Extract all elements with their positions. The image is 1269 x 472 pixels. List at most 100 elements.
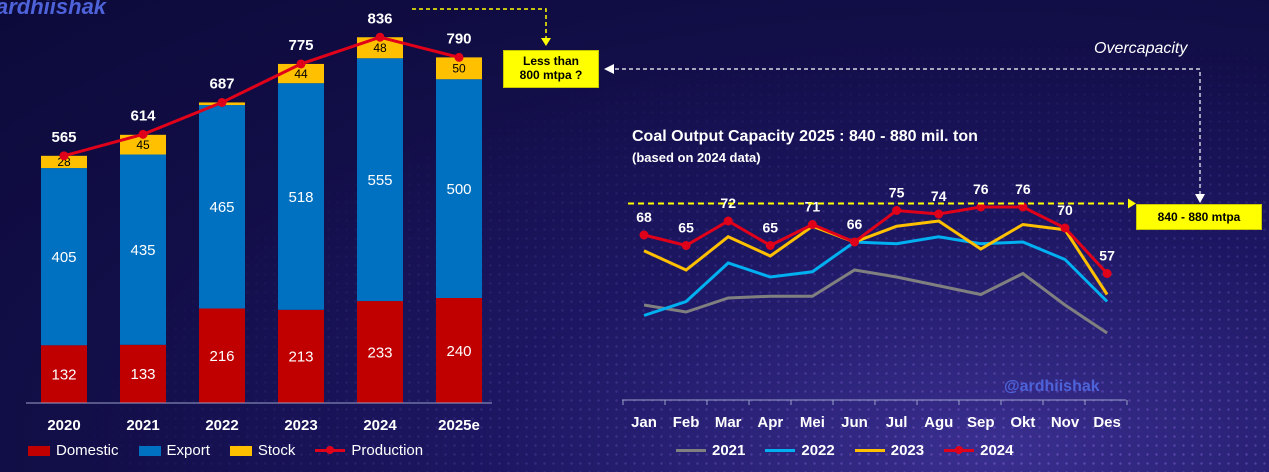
bar-domestic-2024	[357, 301, 403, 403]
x-tick-2021: 2021	[126, 417, 159, 434]
bar-label-stock-2025e: 50	[452, 62, 466, 76]
series-2024-point-Des	[1102, 269, 1112, 278]
bar-label-export-2020: 405	[51, 249, 76, 266]
month-tick-Feb: Feb	[673, 414, 700, 431]
bar-domestic-2022	[199, 308, 245, 403]
capacity-title: Coal Output Capacity 2025 : 840 - 880 mi…	[632, 128, 978, 145]
month-tick-Apr: Apr	[757, 414, 783, 431]
legend-2023: 2023	[854, 442, 925, 459]
month-tick-Nov: Nov	[1051, 414, 1080, 431]
bar-export-2025e	[436, 79, 482, 298]
series-2024-point-Okt	[1018, 202, 1028, 212]
legend-stock-label: Stock	[257, 442, 296, 459]
month-tick-Des: Des	[1093, 414, 1121, 431]
legend-2024: 2024	[944, 442, 1014, 459]
bar-label-domestic-2025e: 240	[446, 343, 471, 360]
month-tick-Jan: Jan	[631, 414, 657, 431]
bar-domestic-2020	[41, 345, 87, 403]
legend-2024-label: 2024	[980, 442, 1014, 459]
legend-domestic-label: Domestic	[56, 442, 119, 459]
bar-label-export-2024: 555	[367, 172, 392, 189]
x-tick-2025e: 2025e	[438, 417, 480, 434]
legend-2022: 2022	[765, 442, 835, 459]
bar-label-domestic-2024: 233	[367, 344, 392, 361]
bar-label-export-2022: 465	[209, 199, 234, 216]
series-2024-point-Jul	[892, 206, 902, 215]
series-2024-label-Des: 57	[1099, 248, 1115, 264]
month-tick-Mei: Mei	[800, 414, 825, 431]
production-label-2023: 775	[288, 37, 313, 54]
capacity-subtitle: (based on 2024 data)	[632, 150, 761, 165]
production-point-2020	[59, 151, 69, 161]
production-label-2021: 614	[130, 107, 156, 124]
month-tick-Sep: Sep	[967, 414, 995, 431]
callout-less-than: Less than 800 mtpa ?	[503, 50, 599, 88]
less-than-connector-arrow	[541, 38, 551, 46]
bar-label-stock-2024: 48	[373, 41, 387, 55]
series-2024-point-Agu	[934, 209, 944, 219]
overcapacity-arrow-down	[1195, 194, 1205, 203]
legend-domestic: Domestic	[28, 442, 119, 459]
production-point-2023	[296, 59, 306, 69]
bar-label-export-2023: 518	[288, 189, 313, 206]
legend-2021: 2021	[676, 442, 745, 459]
production-label-2022: 687	[209, 75, 234, 92]
legend-2021-label: 2021	[712, 442, 746, 459]
production-label-2025e: 790	[446, 30, 471, 47]
series-2024-label-Feb: 65	[678, 220, 694, 236]
series-2024-label-Jul: 75	[889, 185, 905, 201]
watermark-right: @ardhiishak	[1004, 378, 1100, 395]
bar-label-export-2025e: 500	[446, 181, 471, 198]
series-2024-point-Apr	[765, 241, 775, 250]
line-chart-legend: 2021 2022 2023 2024	[676, 442, 1034, 459]
bar-label-domestic-2022: 216	[209, 348, 234, 365]
legend-production-swatch	[315, 446, 346, 454]
month-tick-Mar: Mar	[715, 414, 742, 431]
legend-2023-swatch	[854, 449, 885, 452]
watermark-top: ardhiishak	[0, 0, 107, 19]
legend-2023-label: 2023	[890, 442, 925, 459]
legend-2021-swatch	[676, 449, 706, 452]
bar-export-2021	[120, 154, 166, 345]
bar-chart-legend: Domestic Export Stock Production	[28, 442, 443, 459]
series-2024-label-Mei: 71	[805, 199, 821, 215]
less-than-connector	[412, 8, 547, 40]
series-line-2022	[643, 235, 1109, 317]
production-point-2024	[375, 32, 385, 42]
bar-label-domestic-2021: 133	[130, 366, 155, 383]
legend-export: Export	[138, 442, 210, 459]
bar-domestic-2025e	[436, 298, 482, 403]
series-2024-point-Mei	[807, 220, 817, 229]
series-2024-label-Agu: 74	[931, 188, 947, 204]
legend-stock: Stock	[229, 442, 296, 459]
series-2024-point-Mar	[723, 216, 733, 226]
series-2024-label-Okt: 76	[1015, 181, 1031, 197]
bar-domestic-2023	[278, 309, 324, 403]
overcapacity-label: Overcapacity	[1094, 40, 1188, 57]
bar-stock-2025e	[436, 57, 482, 80]
x-tick-2023: 2023	[284, 417, 317, 434]
series-2024-point-Sep	[976, 202, 986, 212]
bar-label-domestic-2020: 132	[51, 366, 76, 383]
production-point-2021	[138, 129, 148, 139]
x-tick-2024: 2024	[363, 417, 397, 434]
series-2024-label-Apr: 65	[763, 220, 779, 236]
bar-export-2022	[199, 105, 245, 309]
series-line-2021	[643, 268, 1108, 335]
production-line	[63, 35, 460, 158]
month-tick-Jun: Jun	[841, 414, 868, 431]
legend-export-label: Export	[166, 442, 210, 459]
series-2024-label-Sep: 76	[973, 181, 989, 197]
bar-export-2024	[357, 58, 403, 302]
callout-capacity-range: 840 - 880 mtpa	[1136, 204, 1262, 230]
callout-less-line1: Less than	[522, 54, 579, 68]
x-tick-2020: 2020	[47, 417, 80, 434]
series-line-2024	[643, 205, 1109, 275]
month-tick-Jul: Jul	[886, 414, 908, 431]
legend-2022-label: 2022	[801, 442, 835, 459]
bar-stock-2020	[41, 155, 87, 169]
bar-domestic-2021	[120, 344, 166, 403]
legend-2024-swatch	[944, 446, 975, 454]
legend-production: Production	[315, 442, 423, 459]
